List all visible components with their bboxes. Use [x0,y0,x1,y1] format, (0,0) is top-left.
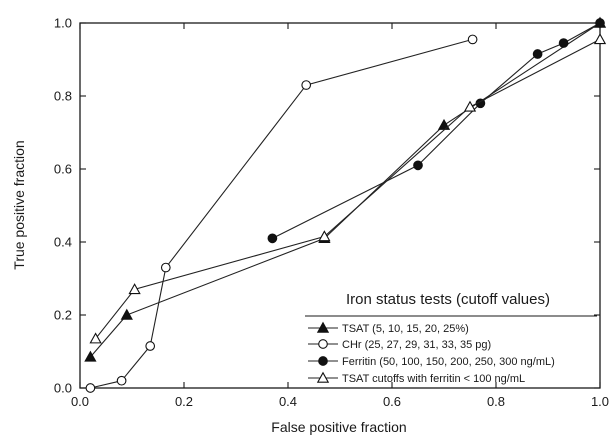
y-tick-label: 1.0 [54,16,72,31]
axes: 0.0 0.2 0.4 0.6 0.8 1.0 0.0 0.2 0.4 0.6 0.8 1.0 [54,16,609,410]
data-point [595,18,605,28]
legend: Iron status tests (cutoff values) TSAT (… [305,291,597,385]
data-point [84,350,97,362]
x-axis-title: False positive fraction [271,419,406,435]
x-tick-label: 0.4 [279,394,297,409]
series-line [272,22,601,239]
data-point [85,383,96,393]
x-tick-label: 0.0 [71,394,89,409]
data-point [558,38,569,48]
series-0 [84,16,607,362]
legend-entry: TSAT cutoffs with ferritin < 100 ng/mL [342,373,525,385]
data-point [413,160,423,171]
plot-frame [79,22,601,389]
data-point [463,100,477,112]
series-2 [267,18,605,244]
y-tick-label: 0.0 [54,381,72,396]
series-line [90,38,473,389]
legend-marker [316,321,330,333]
x-tick-label: 1.0 [591,394,609,409]
data-point [467,34,478,45]
data-point [301,80,312,90]
data-point [89,332,102,344]
x-tick-label: 0.6 [383,394,401,409]
data-point [120,308,133,320]
data-point [116,375,127,386]
data-point [437,118,451,130]
y-tick-label: 0.2 [54,308,72,323]
legend-marker [318,339,328,349]
data-point [318,230,331,242]
x-tick-label: 0.8 [487,394,505,409]
legend-title: Iron status tests (cutoff values) [346,291,550,308]
legend-entry: CHr (25, 27, 29, 31, 33, 35 pg) [342,339,491,351]
y-axis-title: True positive fraction [11,140,27,269]
data-point [593,33,607,45]
legend-marker [316,371,330,383]
series-3 [89,33,607,344]
y-tick-label: 0.8 [54,89,72,104]
legend-entry: Ferritin (50, 100, 150, 200, 250, 300 ng… [342,356,555,368]
x-tick-label: 0.2 [175,394,193,409]
legend-entry: TSAT (5, 10, 15, 20, 25%) [342,323,469,335]
data-point [532,49,543,59]
legend-marker [318,356,328,366]
series-layer [84,16,607,393]
y-tick-label: 0.6 [54,162,72,177]
data-point [267,233,278,244]
data-point [160,262,171,273]
y-tick-label: 0.4 [54,235,72,250]
data-point [128,283,141,295]
series-1 [85,34,478,393]
data-point [145,341,156,351]
